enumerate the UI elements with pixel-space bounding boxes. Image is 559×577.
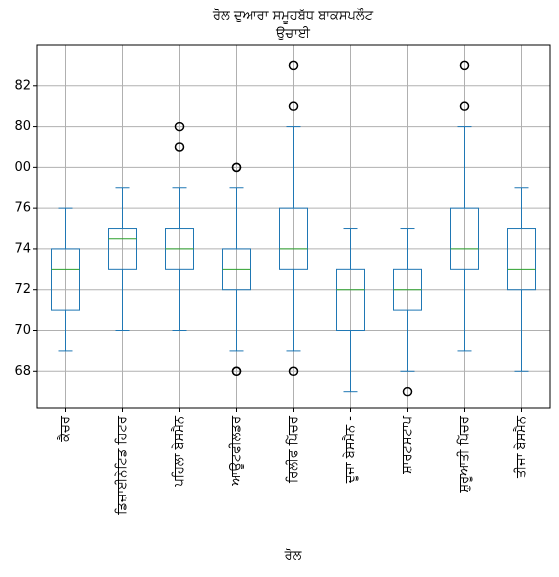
- y-tick-label: 70: [14, 323, 31, 338]
- outlier: [288, 101, 299, 111]
- x-axis-label: ਰੋਲ: [284, 548, 302, 564]
- outlier: [231, 366, 242, 377]
- x-tick-label: ਸ਼ੁਰੂਆਤੀ ਪਿੱਚਰ: [457, 415, 472, 494]
- y-tick-label: 72: [14, 282, 31, 297]
- outlier: [231, 162, 242, 173]
- plot-frame: [36, 44, 551, 409]
- outlier: [402, 386, 413, 397]
- x-tick-label: ਡਿਜ਼ਾਈਨੇਟਿਡ ਹਿਟਰ: [115, 415, 130, 516]
- x-tick-label: ਦੂਜਾ ਬੇਸਮੈਨ -: [342, 416, 358, 485]
- chart-subtitle: ਉਚਾਈ: [275, 27, 311, 42]
- box: [450, 207, 479, 270]
- outlier: [459, 60, 470, 71]
- x-tick-label: ਤੀਜਾ ਬੇਸਮੈਨ: [513, 415, 529, 479]
- box: [279, 207, 308, 270]
- box: [336, 268, 365, 332]
- y-tick-label: 82: [14, 78, 31, 93]
- outlier: [174, 121, 185, 132]
- box: [51, 248, 80, 311]
- box: [108, 228, 137, 270]
- x-tick-label: ਕੈਚਰ: [57, 415, 73, 443]
- x-tick-label: ਆਊਟਫੀਲਡਰ: [229, 415, 244, 487]
- y-tick-label: 68: [14, 364, 31, 379]
- x-tick-label: ਸ਼ਾਰਟਸਟਾਪ: [400, 415, 415, 474]
- outlier: [288, 60, 299, 71]
- outlier: [459, 101, 470, 111]
- y-tick-label: 00: [14, 160, 31, 175]
- outlier: [174, 142, 185, 152]
- outlier: [288, 366, 299, 377]
- y-tick-label: 80: [14, 119, 31, 134]
- chart-title: ਰੋਲ ਦੁਆਰਾ ਸਮੂਹਬੱਧ ਬਾਕਸਪਲੌਟ: [212, 8, 374, 24]
- y-tick-label: 76: [14, 201, 31, 216]
- box: [507, 228, 536, 291]
- x-tick-label: ਰਿਲੀਫ ਪਿੱਚਰ: [286, 415, 301, 484]
- x-tick-label: ਪਹਿਲਾ ਬੇਸਮੈਨ: [171, 415, 187, 488]
- y-tick-label: 74: [14, 241, 31, 256]
